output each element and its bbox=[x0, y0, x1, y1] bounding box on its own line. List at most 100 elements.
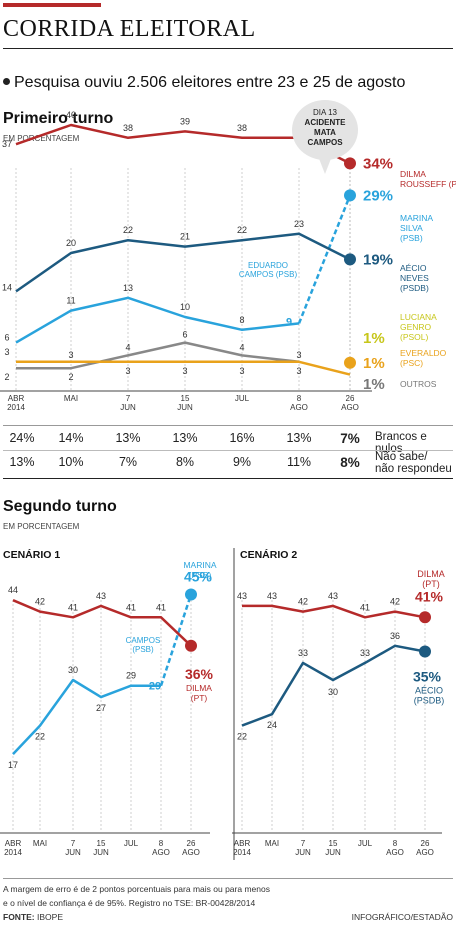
end-point-aecio bbox=[419, 645, 431, 658]
data-label: 21 bbox=[180, 232, 190, 242]
lead-text: Pesquisa ouviu 2.506 eleitores entre 23 … bbox=[3, 74, 405, 92]
end-value-marina: 45% bbox=[184, 569, 213, 585]
end-name-luciana: (PSOL) bbox=[400, 332, 429, 342]
dilma-label: (PT) bbox=[191, 693, 208, 703]
end-name-everaldo: EVERALDO bbox=[400, 348, 447, 358]
end-name-dilma: DILMA bbox=[400, 169, 426, 179]
data-label: 11 bbox=[66, 296, 75, 306]
x-tick-label: 26 bbox=[421, 839, 430, 848]
header-accent-bar bbox=[3, 3, 101, 7]
data-label: 42 bbox=[390, 597, 400, 607]
data-label: 4 bbox=[125, 342, 130, 352]
bullet-icon bbox=[3, 78, 10, 85]
aecio-label: (PSDB) bbox=[414, 696, 445, 706]
series-line-outros bbox=[16, 341, 300, 370]
data-label: 39 bbox=[180, 116, 190, 126]
data-label: 22 bbox=[123, 225, 133, 235]
callout-pointer bbox=[318, 156, 332, 174]
table-cell: 8% bbox=[340, 455, 360, 470]
table-cell: 13% bbox=[172, 431, 198, 445]
table-cell: 9% bbox=[232, 455, 252, 469]
end-name-aecio: AÉCIO bbox=[400, 263, 427, 273]
x-tick-label: 8 bbox=[297, 394, 302, 403]
data-label: 3 bbox=[4, 347, 9, 357]
x-tick-label: ABR bbox=[234, 839, 251, 848]
series-line-campos bbox=[12, 678, 161, 755]
end-value-dilma: 36% bbox=[185, 666, 214, 682]
x-tick-label: AGO bbox=[341, 403, 359, 412]
data-label: 29 bbox=[149, 681, 161, 693]
table-row-label-line: Brancos e nulos bbox=[375, 431, 427, 455]
callout-bubble bbox=[292, 100, 358, 160]
x-tick-label: ABR bbox=[8, 394, 25, 403]
data-label: 22 bbox=[35, 732, 45, 742]
data-label: 41 bbox=[156, 602, 166, 612]
end-point-dilma bbox=[419, 611, 431, 624]
data-label: 3 bbox=[125, 366, 130, 376]
x-tick-label: JUN bbox=[120, 403, 136, 412]
table-cell: 7% bbox=[118, 455, 138, 469]
callout-text: MATA bbox=[314, 128, 336, 137]
data-label: 6 bbox=[182, 330, 187, 340]
x-tick-label: AGO bbox=[152, 848, 170, 857]
x-tick-label: AGO bbox=[386, 848, 404, 857]
first-round-unit: EM PORCENTAGEM bbox=[3, 134, 80, 143]
x-tick-label: 15 bbox=[181, 394, 190, 403]
table-cell: 10% bbox=[58, 455, 84, 469]
end-name-luciana: LUCIANA bbox=[400, 312, 437, 322]
first-round-title: Primeiro turno bbox=[3, 110, 114, 127]
table-row-label: Não sabe/não respondeu bbox=[375, 451, 452, 475]
data-label: 8 bbox=[239, 315, 244, 325]
table-row-label: Brancos e nulos bbox=[375, 431, 456, 455]
x-tick-label: JUL bbox=[124, 839, 139, 848]
x-tick-label: AGO bbox=[416, 848, 434, 857]
x-tick-label: 2014 bbox=[4, 848, 22, 857]
x-tick-label: 26 bbox=[346, 394, 355, 403]
data-label: 20 bbox=[66, 238, 76, 248]
end-value-outros: 1% bbox=[363, 376, 385, 393]
data-label: 30 bbox=[68, 665, 78, 675]
data-label: 38 bbox=[123, 123, 133, 133]
x-tick-label: AGO bbox=[182, 848, 200, 857]
data-label: 3 bbox=[68, 350, 73, 360]
source: FONTE: IBOPE bbox=[3, 912, 63, 922]
dilma-label: DILMA bbox=[186, 683, 212, 693]
table-cell: 13% bbox=[115, 431, 141, 445]
marina-label: (PSB) bbox=[189, 570, 212, 580]
page-title: CORRIDA ELEITORAL bbox=[3, 16, 256, 42]
data-label: 14 bbox=[2, 282, 12, 292]
second-round-title: Segundo turno bbox=[3, 498, 117, 515]
section-rule bbox=[3, 478, 453, 479]
end-name-aecio: NEVES bbox=[400, 273, 429, 283]
campos-label: EDUARDO bbox=[248, 261, 288, 270]
data-label: 2 bbox=[68, 372, 73, 382]
end-point-aecio bbox=[344, 253, 356, 266]
table-cell: 13% bbox=[286, 431, 312, 445]
data-label: 9 bbox=[286, 316, 292, 328]
x-tick-label: 26 bbox=[187, 839, 196, 848]
campos-label: CAMPOS bbox=[126, 636, 161, 645]
data-label: 41 bbox=[360, 602, 370, 612]
end-value-aecio: 19% bbox=[363, 251, 393, 268]
callout-text: DIA 13 bbox=[313, 108, 338, 117]
x-tick-label: JUN bbox=[177, 403, 193, 412]
data-label: 29 bbox=[126, 671, 136, 681]
x-tick-label: 7 bbox=[126, 394, 131, 403]
x-tick-label: JUN bbox=[65, 848, 81, 857]
end-value-dilma: 34% bbox=[363, 155, 393, 172]
title-rule bbox=[3, 48, 453, 49]
table-cell: 8% bbox=[175, 455, 195, 469]
x-tick-label: 2014 bbox=[233, 848, 251, 857]
end-value-dilma: 41% bbox=[415, 588, 444, 604]
end-value-aecio: 35% bbox=[413, 669, 442, 685]
end-name-everaldo: (PSC) bbox=[400, 358, 423, 368]
data-label: 4 bbox=[239, 342, 244, 352]
table-cell: 7% bbox=[340, 431, 360, 446]
series-line-everaldo bbox=[298, 360, 351, 376]
x-tick-label: 8 bbox=[393, 839, 398, 848]
data-label: 24 bbox=[267, 720, 277, 730]
campos-label: (PSB) bbox=[132, 645, 154, 654]
table-cell: 14% bbox=[58, 431, 84, 445]
footnote-line-1: A margem de erro é de 2 pontos porcentua… bbox=[3, 884, 270, 894]
